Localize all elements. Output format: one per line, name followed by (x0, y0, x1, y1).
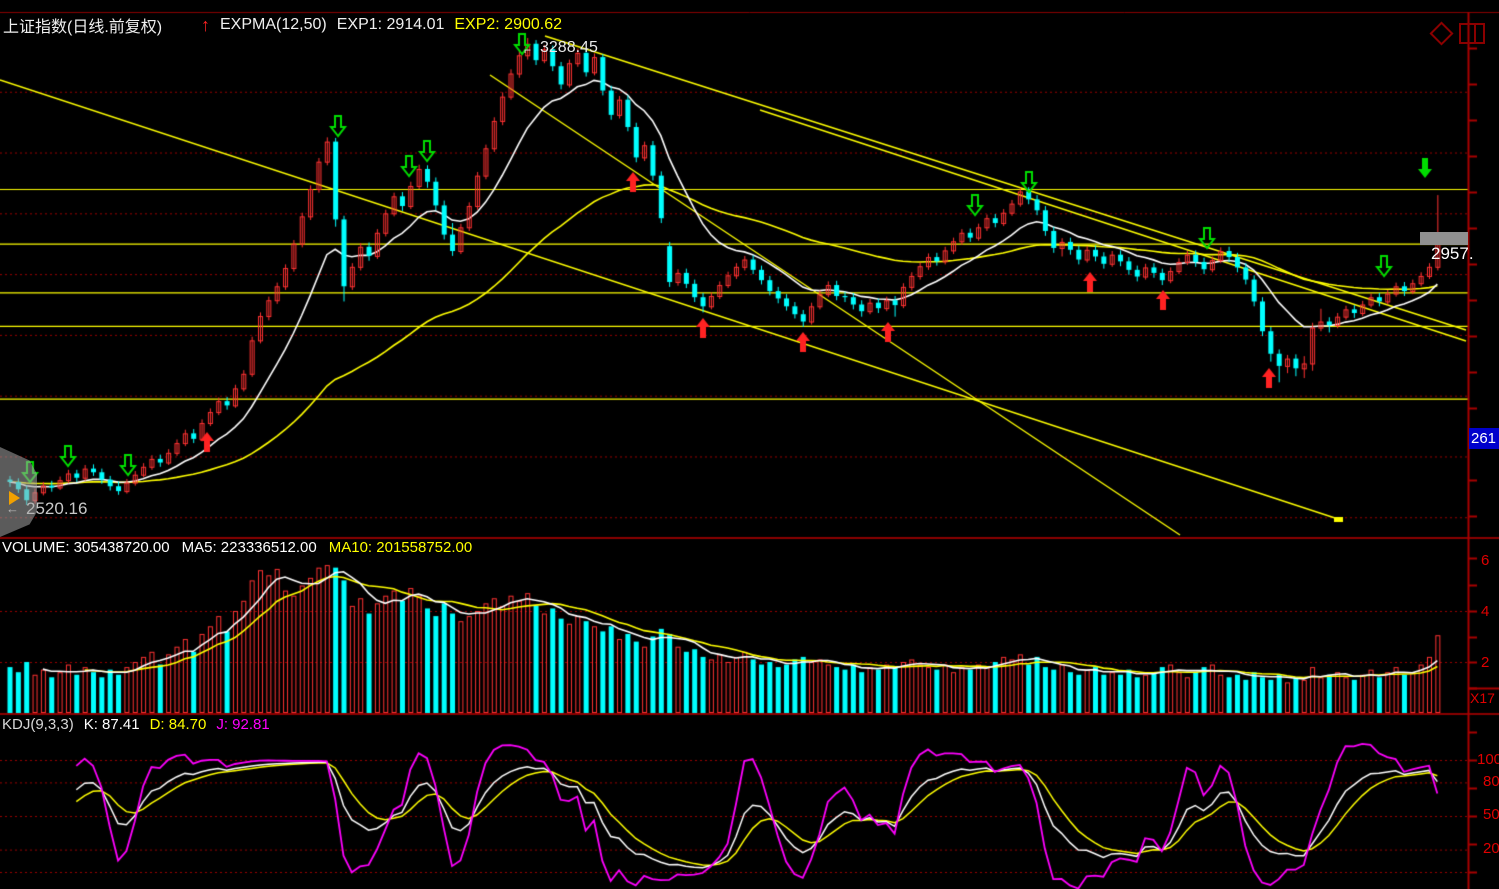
volume-header: VOLUME: 305438720.00 MA5: 223336512.00 M… (2, 539, 472, 556)
symbol-title[interactable]: 上证指数(日线.前复权) (3, 19, 163, 36)
expand-right-triangle-icon (9, 491, 20, 505)
volume-axis-label: 6 (1481, 552, 1490, 569)
kdj-header: KDJ(9,3,3) K: 87.41 D: 84.70 J: 92.81 (2, 716, 270, 733)
volume-ma10-value: MA10: 201558752.00 (328, 539, 473, 556)
indicator-name[interactable]: EXPMA(12,50) (220, 16, 327, 33)
volume-ma5-value: MA5: 223336512.00 (181, 539, 317, 556)
kdj-d-value: D: 84.70 (149, 716, 207, 733)
exp1-value: EXP1: 2914.01 (336, 16, 445, 33)
low-price-label: 2520.16 (26, 499, 88, 518)
peak-price-label: 3288.45 (540, 39, 598, 56)
kdj-axis-label: 20 (1483, 840, 1499, 857)
blue-price-tag: 261 (1469, 428, 1499, 449)
kdj-k-value: K: 87.41 (83, 716, 140, 733)
volume-axis-label: 4 (1481, 603, 1490, 620)
current-price-tag-box (1420, 232, 1468, 245)
volume-unit-tag: X17 (1470, 690, 1495, 706)
current-price-label: 2957. (1431, 244, 1474, 263)
restore-window-icon[interactable] (1459, 23, 1485, 44)
volume-value: VOLUME: 305438720.00 (2, 539, 170, 556)
trend-up-arrow-icon: ↑ (201, 15, 210, 35)
kdj-axis-label: 100 (1477, 751, 1499, 768)
kdj-indicator-name[interactable]: KDJ(9,3,3) (2, 716, 74, 733)
peak-pointer-icon: ⌐ (524, 43, 532, 57)
kdj-axis-label: 50 (1483, 806, 1499, 823)
volume-axis-label: 2 (1481, 654, 1490, 671)
sidebar-expand-handle[interactable] (0, 447, 37, 537)
kdj-j-value: J: 92.81 (216, 716, 270, 733)
exp2-value: EXP2: 2900.62 (454, 16, 562, 33)
chart-header: 上证指数(日线.前复权) ↑ EXPMA(12,50) EXP1: 2914.0… (0, 13, 562, 37)
kdj-axis-label: 80 (1483, 773, 1499, 790)
